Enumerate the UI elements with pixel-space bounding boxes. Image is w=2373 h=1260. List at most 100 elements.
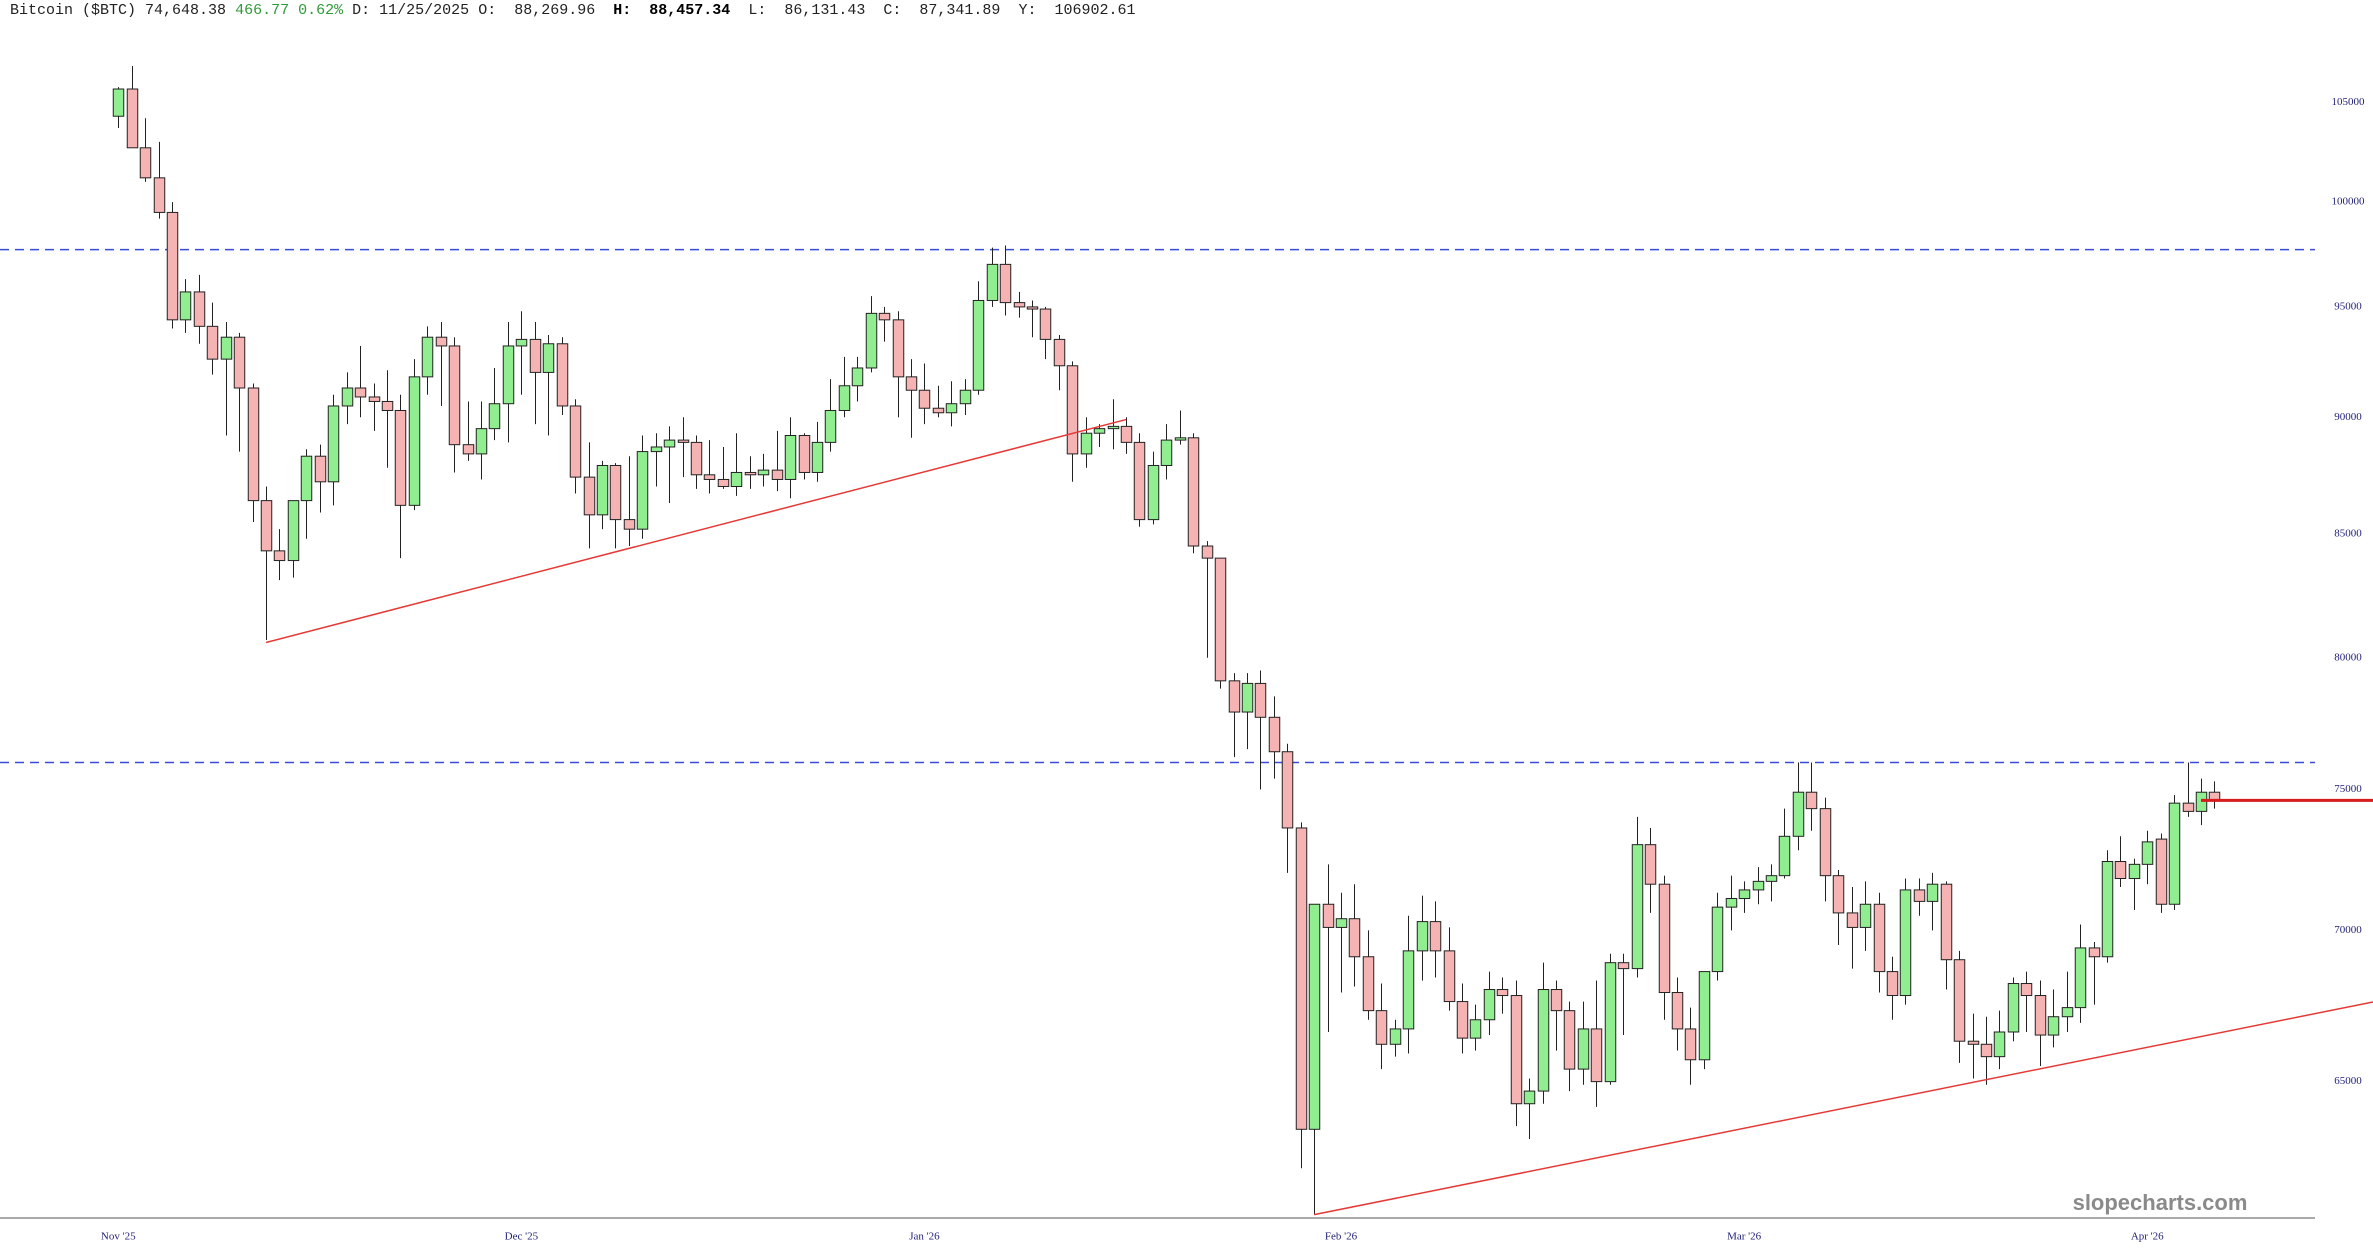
trendline bbox=[265, 418, 1127, 644]
x-tick-label: Apr '26 bbox=[2131, 1231, 2164, 1243]
candle-body bbox=[1859, 903, 1872, 928]
y-value: 106902.61 bbox=[1054, 2, 1136, 19]
y-tick-label: 105000 bbox=[2332, 96, 2366, 108]
candle-body bbox=[1886, 971, 1899, 997]
candle-body bbox=[179, 291, 192, 321]
candle-body bbox=[166, 211, 179, 321]
candle-body bbox=[408, 376, 421, 506]
candle-body bbox=[1926, 883, 1939, 902]
high: 88,457.34 bbox=[649, 2, 731, 19]
candle-body bbox=[126, 88, 139, 149]
candle-body bbox=[1241, 682, 1254, 713]
candle-body bbox=[1268, 716, 1281, 753]
candle-body bbox=[1563, 1010, 1576, 1070]
candle-body bbox=[650, 446, 663, 453]
candle-body bbox=[1201, 545, 1214, 559]
candle-body bbox=[220, 336, 233, 360]
symbol: Bitcoin ($BTC) bbox=[10, 2, 137, 19]
candle-body bbox=[1026, 306, 1039, 310]
candle-body bbox=[488, 403, 501, 430]
date: 11/25/2025 bbox=[379, 2, 470, 19]
candle-body bbox=[327, 405, 340, 483]
candle-body bbox=[381, 400, 394, 411]
candle-body bbox=[1013, 302, 1026, 308]
candle-body bbox=[1362, 956, 1375, 1012]
candle-body bbox=[636, 451, 649, 530]
candle-body bbox=[1039, 308, 1052, 340]
change: 466.77 bbox=[235, 2, 290, 19]
candle-body bbox=[892, 319, 905, 378]
candle-body bbox=[1738, 889, 1751, 900]
candle-body bbox=[502, 345, 515, 405]
candle-body bbox=[1080, 432, 1093, 455]
candle-body bbox=[1375, 1010, 1388, 1045]
candle-body bbox=[1617, 962, 1630, 970]
candle-body bbox=[1053, 338, 1066, 367]
candle-body bbox=[1537, 989, 1550, 1092]
candle-body bbox=[932, 407, 945, 414]
candle-body bbox=[1160, 439, 1173, 466]
candle-body bbox=[1913, 889, 1926, 902]
candle-body bbox=[677, 439, 690, 443]
candle-body bbox=[569, 405, 582, 478]
candle-body bbox=[1443, 950, 1456, 1003]
candle-body bbox=[703, 474, 716, 480]
candle-body bbox=[878, 312, 891, 321]
candle-body bbox=[2034, 995, 2047, 1036]
candle-body bbox=[193, 291, 206, 327]
candle-body bbox=[354, 387, 367, 398]
candle-body bbox=[273, 550, 286, 562]
candle-body bbox=[1281, 751, 1294, 829]
candle-body bbox=[1496, 989, 1509, 997]
candle-body bbox=[730, 471, 743, 487]
candle-body bbox=[1873, 903, 1886, 973]
candle-body bbox=[1792, 791, 1805, 837]
candle-body bbox=[2007, 983, 2020, 1033]
y-tick-label: 70000 bbox=[2334, 924, 2362, 936]
x-tick-label: Feb '26 bbox=[1325, 1231, 1358, 1243]
candle-body bbox=[1187, 437, 1200, 547]
candle-body bbox=[2168, 802, 2181, 905]
candle-body bbox=[368, 396, 381, 402]
candle-body bbox=[623, 519, 636, 530]
candle-body bbox=[1590, 1028, 1603, 1083]
candle-body bbox=[2061, 1007, 2074, 1018]
candle-body bbox=[1389, 1028, 1402, 1045]
candle-body bbox=[1429, 921, 1442, 952]
candle-body bbox=[1308, 903, 1321, 1130]
candle-body bbox=[1066, 365, 1079, 455]
candle-body bbox=[448, 345, 461, 446]
candle-body bbox=[542, 343, 555, 373]
change-pct: 0.62% bbox=[298, 2, 344, 19]
candle-body bbox=[1295, 827, 1308, 1130]
candle-body bbox=[2128, 863, 2141, 880]
candle-body bbox=[2101, 861, 2114, 958]
candle-body bbox=[1335, 918, 1348, 928]
y-tick-label: 85000 bbox=[2334, 527, 2362, 539]
candle-body bbox=[1832, 875, 1845, 914]
candle-body bbox=[945, 403, 958, 414]
candle-body bbox=[609, 464, 622, 521]
candle-body bbox=[1671, 992, 1684, 1030]
candle-body bbox=[421, 336, 434, 378]
y-tick-label: 95000 bbox=[2334, 300, 2362, 312]
candle-body bbox=[435, 336, 448, 347]
open-label: O: bbox=[478, 2, 497, 19]
candle-body bbox=[247, 387, 260, 502]
candle-body bbox=[260, 500, 273, 552]
candle-body bbox=[1322, 903, 1335, 928]
candle-body bbox=[1805, 791, 1818, 810]
open: 88,269.96 bbox=[514, 2, 596, 19]
x-tick-label: Dec '25 bbox=[505, 1231, 539, 1243]
candle-body bbox=[1174, 437, 1187, 441]
y-tick-label: 90000 bbox=[2334, 411, 2362, 423]
candle-body bbox=[1254, 682, 1267, 718]
candle-body bbox=[1698, 971, 1711, 1061]
y-tick-label: 100000 bbox=[2332, 196, 2366, 208]
candle-body bbox=[1577, 1028, 1590, 1070]
candle-body bbox=[1483, 989, 1496, 1021]
candle-body bbox=[1348, 918, 1361, 958]
candle-body bbox=[865, 312, 878, 369]
candle-body bbox=[811, 441, 824, 473]
